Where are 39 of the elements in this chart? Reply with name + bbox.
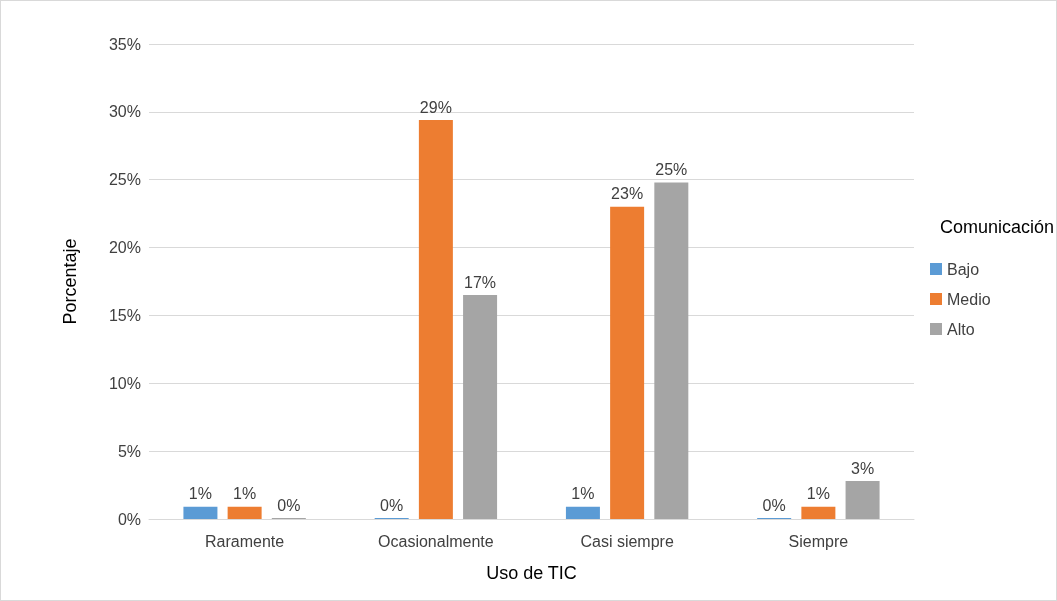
bar: [801, 506, 836, 519]
data-label: 25%: [655, 160, 688, 178]
data-label: 0%: [762, 496, 786, 514]
data-label: 1%: [233, 485, 257, 503]
bar: [845, 481, 880, 519]
x-tick-label: Raramente: [205, 532, 285, 550]
x-tick-label: Casi siempre: [580, 532, 674, 550]
data-label: 3%: [851, 459, 875, 477]
y-tick-label: 10%: [108, 374, 141, 392]
y-axis-title: Porcentaje: [60, 238, 80, 325]
bar: [610, 206, 645, 519]
legend-title: Comunicación: [939, 217, 1055, 237]
y-tick-label: 35%: [108, 35, 141, 53]
bar: [227, 506, 262, 519]
bar: [654, 182, 689, 519]
data-label: 1%: [571, 485, 595, 503]
y-tick-label: 0%: [117, 510, 141, 528]
y-tick-label: 25%: [108, 171, 141, 189]
bar: [463, 295, 498, 519]
data-label: 1%: [806, 485, 830, 503]
data-label: 29%: [419, 98, 452, 116]
legend-label: Bajo: [947, 260, 980, 278]
y-tick-label: 15%: [108, 306, 141, 324]
x-axis-title: Uso de TIC: [486, 563, 577, 583]
bar: [565, 506, 600, 519]
y-tick-label: 30%: [108, 103, 141, 121]
x-tick-label: Siempre: [788, 532, 849, 550]
x-tick-label: Ocasionalmente: [378, 532, 494, 550]
legend-label: Alto: [947, 320, 975, 338]
y-tick-label: 5%: [117, 442, 141, 460]
legend-label: Medio: [947, 290, 991, 308]
data-label: 1%: [188, 485, 212, 503]
data-label: 0%: [277, 496, 301, 514]
bar: [418, 120, 453, 519]
data-label: 0%: [380, 496, 404, 514]
data-label: 17%: [464, 273, 497, 291]
y-tick-label: 20%: [108, 239, 141, 257]
bar: [183, 506, 218, 519]
data-label: 23%: [611, 185, 644, 203]
